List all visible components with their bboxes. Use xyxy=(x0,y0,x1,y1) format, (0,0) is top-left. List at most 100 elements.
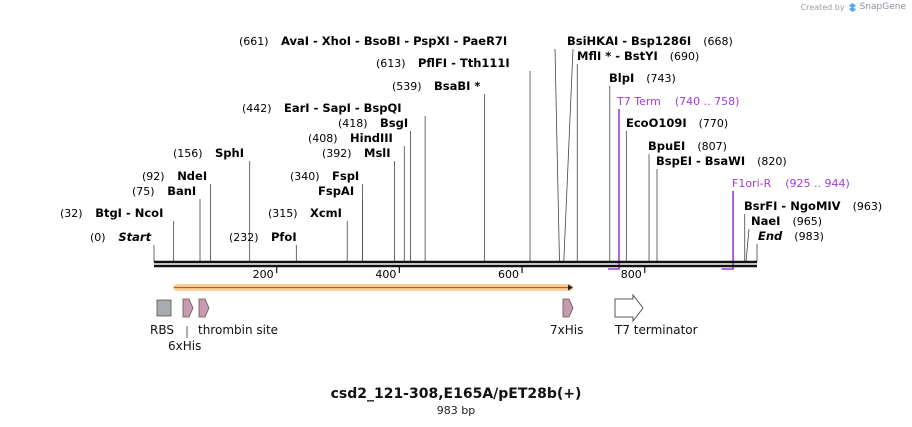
site-ndei[interactable]: (92) NdeI xyxy=(142,169,211,262)
site-xcmi[interactable]: (315) XcmI xyxy=(268,206,348,262)
terminator-arrow-icon[interactable] xyxy=(614,293,644,323)
site-name-label[interactable]: BspEI - BsaWI xyxy=(656,154,745,168)
site-position-label: (743) xyxy=(646,72,676,85)
tag-arrow-icon[interactable] xyxy=(182,298,194,318)
orf-arrow-icon xyxy=(567,284,573,291)
site-bspei[interactable]: BspEI - BsaWI (820) xyxy=(656,154,787,262)
primer-range: (740 .. 758) xyxy=(675,95,740,108)
site-name-label[interactable]: BsgI xyxy=(380,116,408,130)
tag-arrow-icon[interactable] xyxy=(562,298,574,318)
site-naei[interactable]: NaeI (965) xyxy=(745,214,822,263)
site-name-label[interactable]: EarI - SapI - BspQI xyxy=(284,101,402,115)
primer-f1ori-r[interactable]: F1ori-R (925 .. 944) xyxy=(721,177,850,270)
site-name-label[interactable]: NdeI xyxy=(177,169,207,183)
site-position-label: (0) xyxy=(90,231,106,244)
site-start[interactable]: (0) Start xyxy=(90,230,155,262)
site-name-label[interactable]: MslI xyxy=(364,146,391,160)
axis-tick-label: 400 xyxy=(375,268,396,281)
feature-6xhis[interactable]: 6xHis xyxy=(168,298,201,353)
site-name-label[interactable]: BanI xyxy=(167,184,196,198)
site-name-label[interactable]: AvaI - XhoI - BsoBI - PspXI - PaeR7I xyxy=(281,34,507,48)
site-ecoo109i[interactable]: EcoO109I (770) xyxy=(625,116,728,262)
snapgene-logo-icon xyxy=(848,2,856,12)
site-name-label[interactable]: BsrFI - NgoMIV xyxy=(744,199,841,213)
axis-tick-label: 200 xyxy=(253,268,274,281)
site-sphi[interactable]: (156) SphI xyxy=(173,146,251,262)
feature-track: RBS 6xHis thrombin site 7xHis T7 terminator xyxy=(150,284,698,353)
site-name-label[interactable]: FspAI xyxy=(318,184,354,198)
site-bsrfi[interactable]: BsrFI - NgoMIV (963) xyxy=(744,199,882,262)
feature-rbs[interactable]: RBS xyxy=(150,299,174,337)
snapgene-credit: Created by SnapGene xyxy=(801,2,906,12)
site-position-label: (315) xyxy=(268,207,298,220)
credit-brand: SnapGene xyxy=(859,2,906,12)
axis-ticks: 200 400 600 800 xyxy=(253,266,646,281)
primer-bracket xyxy=(607,109,620,270)
feature-orf[interactable] xyxy=(173,284,573,291)
site-eari[interactable]: (442) EarI - SapI - BspQI xyxy=(242,101,426,262)
site-bpuei[interactable]: BpuEI (807) xyxy=(648,139,727,262)
site-msli[interactable]: (392) MslI xyxy=(322,146,395,262)
site-name-label[interactable]: End xyxy=(758,229,783,243)
site-line xyxy=(745,228,750,263)
feature-label: 7xHis xyxy=(550,323,583,337)
site-position-label: (156) xyxy=(173,147,203,160)
site-position-label: (418) xyxy=(338,117,368,130)
site-name-label[interactable]: BsiHKAI - Bsp1286I xyxy=(567,34,691,48)
site-end[interactable]: End (983) xyxy=(756,229,824,262)
site-bsabi[interactable]: (539) BsaBI * xyxy=(392,79,486,262)
site-mfli[interactable]: MflI * - BstYI (690) xyxy=(576,49,700,262)
site-name-label[interactable]: EcoO109I xyxy=(626,116,687,130)
site-pfoi[interactable]: (232) PfoI xyxy=(229,230,297,262)
site-btgi[interactable]: (32) BtgI - NcoI xyxy=(60,206,175,262)
site-blpi[interactable]: BlpI (743) xyxy=(609,71,676,262)
site-name-label[interactable]: MflI * - BstYI xyxy=(577,49,658,63)
site-position-label: (75) xyxy=(132,185,155,198)
site-position-label: (92) xyxy=(142,170,165,183)
tag-arrow-icon[interactable] xyxy=(198,298,210,318)
site-bsgi[interactable]: (418) BsgI xyxy=(338,116,411,262)
site-hindiii[interactable]: (408) HindIII xyxy=(308,131,405,262)
site-fspi[interactable]: (340) FspI xyxy=(290,169,363,262)
primer-name[interactable]: F1ori-R xyxy=(732,177,772,190)
site-position-label: (32) xyxy=(60,207,83,220)
site-position-label: (340) xyxy=(290,170,320,183)
site-position-label: (983) xyxy=(794,230,824,243)
feature-label: T7 terminator xyxy=(614,323,698,337)
feature-label: RBS xyxy=(150,323,174,337)
site-bsihkai[interactable]: BsiHKAI - Bsp1286I (668) xyxy=(563,34,733,263)
site-name-label[interactable]: NaeI xyxy=(751,214,780,228)
axis-tick-label: 600 xyxy=(498,268,519,281)
site-position-label: (807) xyxy=(697,140,727,153)
site-line xyxy=(554,48,560,263)
site-bani[interactable]: (75) BanI xyxy=(132,184,201,262)
primer-name[interactable]: T7 Term xyxy=(616,95,661,108)
site-name-label[interactable]: XcmI xyxy=(310,206,342,220)
site-name-label[interactable]: Start xyxy=(118,230,151,244)
site-pflfi[interactable]: (613) PflFI - Tth111I xyxy=(376,56,531,262)
site-name-label[interactable]: SphI xyxy=(215,146,244,160)
feature-7xhis[interactable]: 7xHis xyxy=(550,298,583,337)
primer-t7-term[interactable]: T7 Term (740 .. 758) xyxy=(607,95,740,270)
site-name-label[interactable]: PflFI - Tth111I xyxy=(418,56,510,70)
site-name-label[interactable]: BsaBI * xyxy=(434,79,480,93)
site-name-label[interactable]: PfoI xyxy=(271,230,297,244)
site-position-label: (408) xyxy=(308,132,338,145)
site-name-label[interactable]: HindIII xyxy=(350,131,393,145)
site-name-label[interactable]: BpuEI xyxy=(648,139,685,153)
site-position-label: (668) xyxy=(703,35,733,48)
restriction-sites: (0) Start(32) BtgI - NcoI(75) BanI(92) NdeI(… xyxy=(60,34,882,263)
site-position-label: (539) xyxy=(392,80,422,93)
site-name-label[interactable]: BlpI xyxy=(609,71,634,85)
site-position-label: (690) xyxy=(670,50,700,63)
site-position-label: (613) xyxy=(376,57,406,70)
site-name-label[interactable]: FspI xyxy=(332,169,359,183)
feature-t7-terminator[interactable]: T7 terminator xyxy=(614,293,698,337)
site-position-label: (392) xyxy=(322,147,352,160)
primer-range: (925 .. 944) xyxy=(785,177,850,190)
rbs-box[interactable] xyxy=(156,299,172,317)
site-name-label[interactable]: BtgI - NcoI xyxy=(95,206,163,220)
site-avai[interactable]: (661) AvaI - XhoI - BsoBI - PspXI - PaeR7… xyxy=(239,34,560,263)
site-fspai[interactable]: FspAI xyxy=(318,184,363,262)
feature-thrombin-site[interactable]: thrombin site xyxy=(198,298,278,337)
